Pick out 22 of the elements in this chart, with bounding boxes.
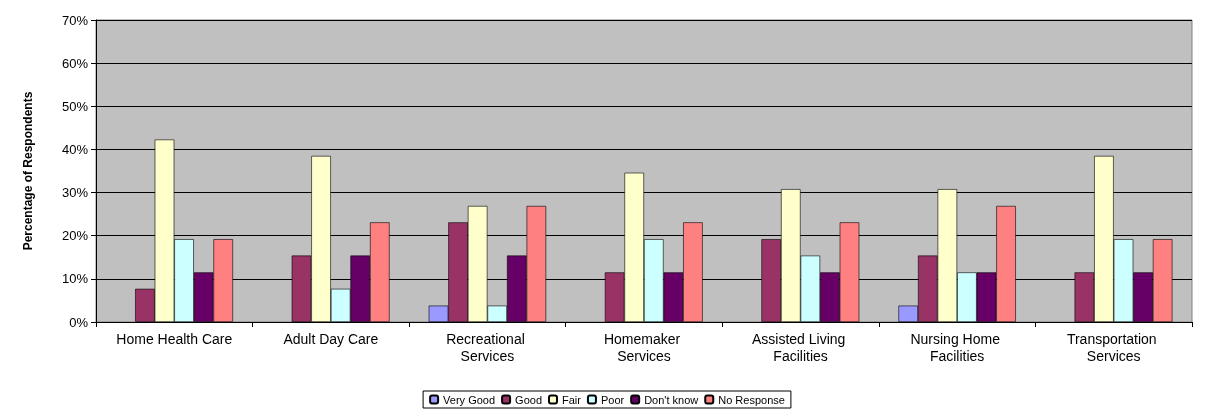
legend-label: No Response: [718, 393, 785, 406]
legend-label: Poor: [600, 393, 625, 406]
y-tick-label: 40%: [61, 141, 89, 157]
x-tick-label: Recreational Services: [446, 330, 529, 364]
x-tick-label: Adult Day Care: [283, 330, 379, 347]
x-tick-label: Home Health Care: [116, 330, 233, 347]
y-tick-label: 20%: [61, 228, 89, 244]
y-axis-title: Percentage of Respondents: [21, 91, 35, 251]
legend-label: Fair: [561, 393, 582, 406]
legend-label: Don't know: [644, 393, 699, 406]
y-tick-label: 10%: [61, 271, 89, 287]
legend-label: Good: [515, 393, 543, 406]
x-tick-label: Transportation Services: [1066, 330, 1161, 364]
x-tick-label: Assisted Living Facilities: [751, 330, 850, 364]
y-tick-label: 0%: [69, 314, 89, 330]
x-tick-label: Homemaker Services: [603, 330, 685, 364]
x-tick-label: Nursing Home Facilities: [910, 330, 1004, 364]
y-tick-label: 50%: [61, 98, 89, 114]
y-tick-label: 30%: [61, 185, 89, 201]
y-tick-label: 70%: [61, 12, 89, 28]
legend-label: Very Good: [443, 393, 496, 406]
y-tick-label: 60%: [61, 55, 89, 71]
